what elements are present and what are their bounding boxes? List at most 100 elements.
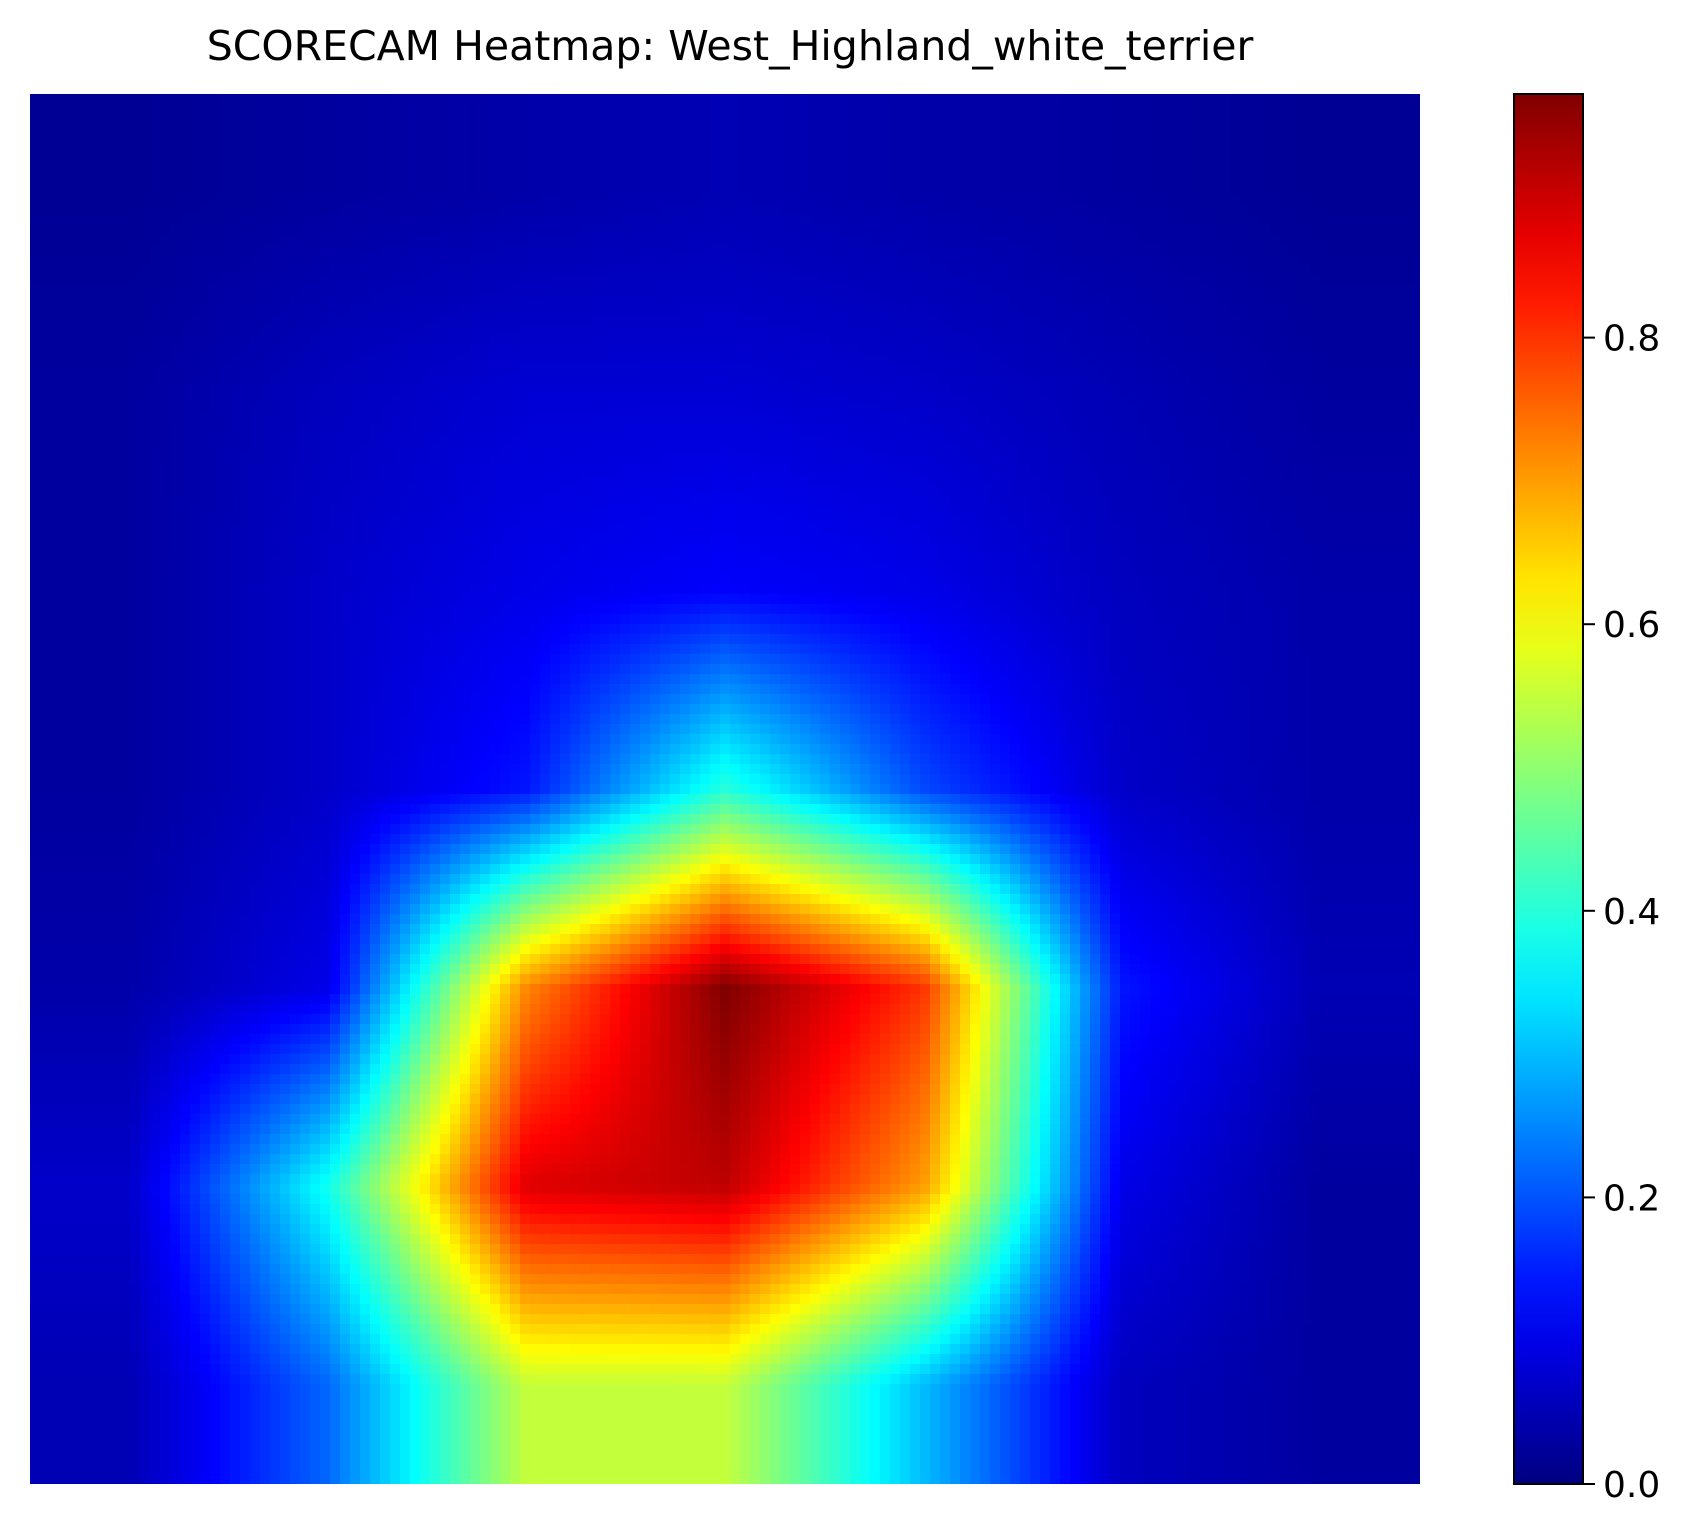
heatmap-cell	[430, 304, 441, 315]
heatmap-cell	[900, 254, 911, 265]
heatmap-cell	[500, 344, 511, 355]
heatmap-cell	[90, 414, 101, 425]
heatmap-cell	[1100, 394, 1111, 405]
heatmap-cell	[330, 234, 341, 245]
heatmap-cell	[710, 214, 721, 225]
heatmap-cell	[840, 94, 851, 105]
heatmap-cell	[30, 224, 41, 235]
heatmap-cell	[1390, 224, 1401, 235]
heatmap-cell	[480, 394, 491, 405]
heatmap-cell	[820, 214, 831, 225]
heatmap-cell	[1310, 394, 1321, 405]
heatmap-cell	[650, 134, 661, 145]
heatmap-cell	[1250, 164, 1261, 175]
heatmap-cell	[1310, 404, 1321, 415]
heatmap-cell	[370, 264, 381, 275]
heatmap-cell	[1020, 364, 1031, 375]
heatmap-cell	[170, 384, 181, 395]
heatmap-cell	[1350, 364, 1361, 375]
heatmap-cell	[1360, 214, 1371, 225]
heatmap-cell	[530, 224, 541, 235]
heatmap-cell	[1030, 204, 1041, 215]
heatmap-cell	[1180, 144, 1191, 155]
heatmap-cell	[1050, 354, 1061, 365]
heatmap-cell	[480, 334, 491, 345]
heatmap-cell	[1030, 354, 1041, 365]
heatmap-cell	[730, 314, 741, 325]
heatmap-cell	[140, 274, 151, 285]
heatmap-cell	[510, 254, 521, 265]
heatmap-cell	[1100, 224, 1111, 235]
heatmap-cell	[650, 94, 661, 105]
heatmap-cell	[630, 274, 641, 285]
heatmap-cell	[920, 404, 931, 415]
heatmap-cell	[160, 274, 171, 285]
heatmap-cell	[770, 424, 781, 435]
heatmap-cell	[1400, 174, 1411, 185]
heatmap-cell	[770, 124, 781, 135]
heatmap-cell	[620, 284, 631, 295]
heatmap-cell	[1020, 384, 1031, 395]
heatmap-cell	[180, 104, 191, 115]
heatmap-cell	[1110, 344, 1121, 355]
heatmap-cell	[1090, 374, 1101, 385]
heatmap-cell	[1190, 394, 1201, 405]
heatmap-cell	[970, 424, 981, 435]
heatmap-cell	[30, 304, 41, 315]
heatmap-cell	[1320, 224, 1331, 235]
heatmap-cell	[350, 424, 361, 435]
heatmap-cell	[40, 144, 51, 155]
heatmap-cell	[870, 254, 881, 265]
heatmap-cell	[1200, 194, 1211, 205]
heatmap-cell	[70, 224, 81, 235]
heatmap-cell	[790, 414, 801, 425]
heatmap-cell	[900, 314, 911, 325]
heatmap-cell	[630, 184, 641, 195]
heatmap-cell	[920, 374, 931, 385]
heatmap-cell	[710, 104, 721, 115]
heatmap-cell	[400, 134, 411, 145]
heatmap-cell	[1270, 444, 1281, 455]
heatmap-cell	[820, 224, 831, 235]
heatmap-cell	[760, 304, 771, 315]
heatmap-cell	[680, 294, 691, 305]
heatmap-cell	[630, 124, 641, 135]
heatmap-cell	[770, 374, 781, 385]
heatmap-cell	[1270, 174, 1281, 185]
heatmap-cell	[540, 114, 551, 125]
heatmap-cell	[1070, 444, 1081, 455]
heatmap-cell	[930, 374, 941, 385]
heatmap-cell	[1140, 284, 1151, 295]
heatmap-cell	[1080, 344, 1091, 355]
heatmap-cell	[1170, 244, 1181, 255]
heatmap-cell	[940, 204, 951, 215]
heatmap-cell	[50, 164, 61, 175]
heatmap-cell	[1060, 104, 1071, 115]
heatmap-cell	[1110, 204, 1121, 215]
heatmap-cell	[210, 174, 221, 185]
heatmap-cell	[1210, 414, 1221, 425]
heatmap-cell	[70, 374, 81, 385]
heatmap-cell	[680, 354, 691, 365]
heatmap-cell	[920, 434, 931, 445]
heatmap-cell	[320, 154, 331, 165]
heatmap-cell	[500, 334, 511, 345]
heatmap-cell	[300, 144, 311, 155]
heatmap-cell	[1010, 264, 1021, 275]
heatmap-cell	[1130, 184, 1141, 195]
heatmap-cell	[230, 434, 241, 445]
heatmap-cell	[480, 134, 491, 145]
heatmap-cell	[1140, 354, 1151, 365]
heatmap-cell	[660, 194, 671, 205]
heatmap-cell	[810, 424, 821, 435]
heatmap-cell	[1370, 194, 1381, 205]
heatmap-cell	[270, 164, 281, 175]
heatmap-cell	[240, 384, 251, 395]
heatmap-cell	[1180, 364, 1191, 375]
heatmap-cell	[700, 434, 711, 445]
heatmap-cell	[1010, 424, 1021, 435]
heatmap-cell	[190, 274, 201, 285]
heatmap-cell	[80, 214, 91, 225]
heatmap-cell	[950, 434, 961, 445]
heatmap-cell	[120, 314, 131, 325]
